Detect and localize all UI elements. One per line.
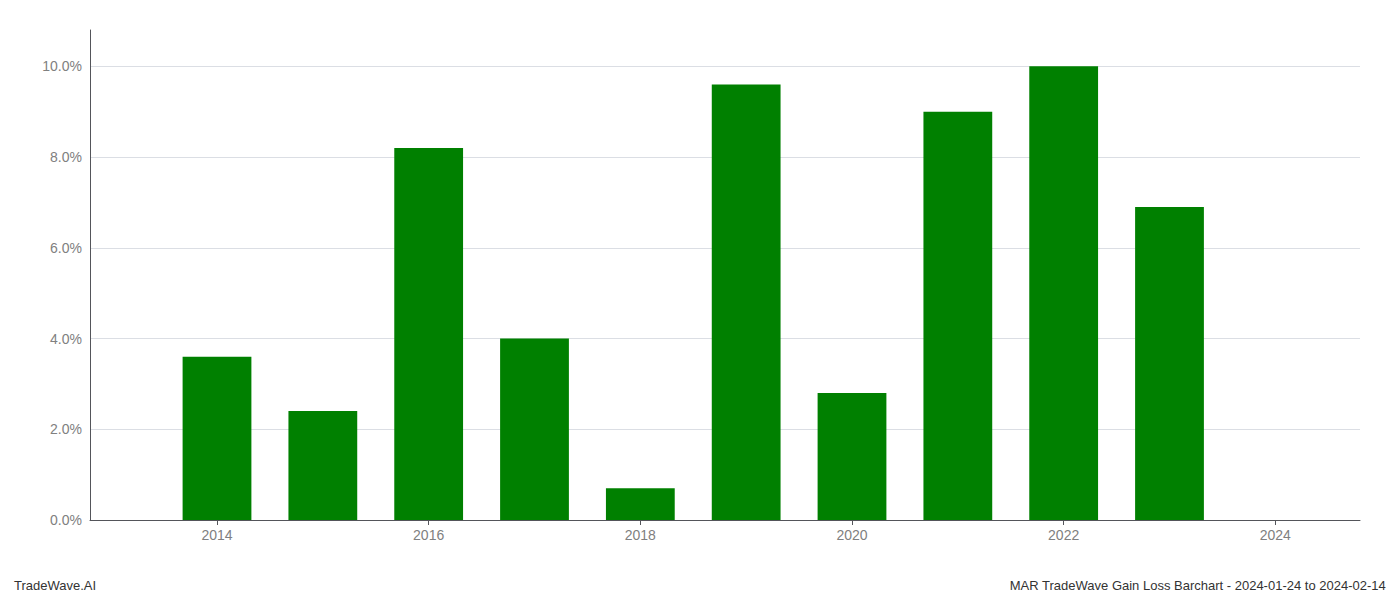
svg-text:2016: 2016 <box>413 527 444 543</box>
svg-text:2.0%: 2.0% <box>50 421 82 437</box>
svg-text:2022: 2022 <box>1048 527 1079 543</box>
svg-text:8.0%: 8.0% <box>50 149 82 165</box>
svg-text:MAR TradeWave Gain Loss Barcha: MAR TradeWave Gain Loss Barchart - 2024-… <box>1010 578 1386 593</box>
svg-text:2020: 2020 <box>836 527 867 543</box>
svg-text:TradeWave.AI: TradeWave.AI <box>14 578 96 593</box>
svg-text:6.0%: 6.0% <box>50 240 82 256</box>
svg-text:2018: 2018 <box>625 527 656 543</box>
svg-text:2014: 2014 <box>201 527 232 543</box>
svg-text:0.0%: 0.0% <box>50 512 82 528</box>
svg-text:10.0%: 10.0% <box>42 58 82 74</box>
svg-text:4.0%: 4.0% <box>50 331 82 347</box>
svg-text:2024: 2024 <box>1260 527 1291 543</box>
